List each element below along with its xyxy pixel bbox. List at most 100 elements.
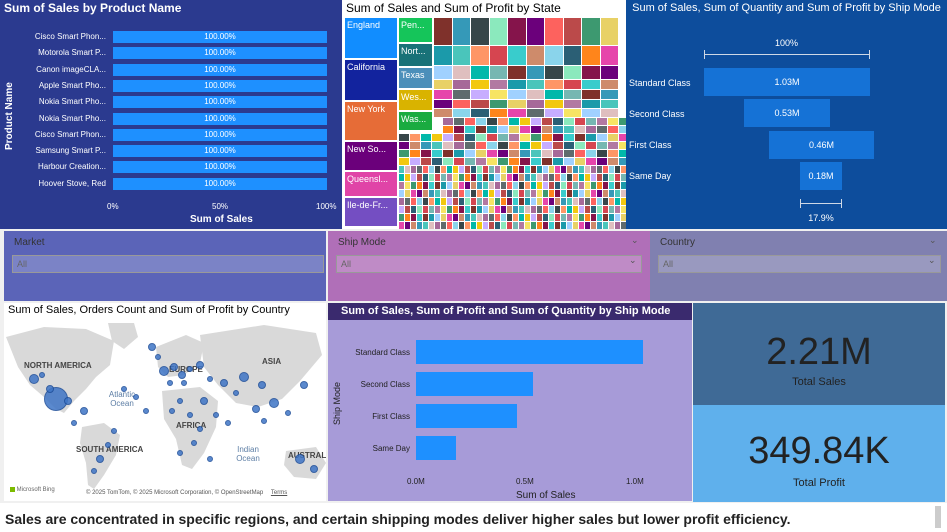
treemap-tile[interactable] (555, 214, 560, 221)
treemap-tile[interactable] (421, 134, 431, 141)
treemap-tile[interactable] (555, 206, 560, 213)
map-bubble[interactable] (29, 374, 39, 384)
treemap-tile[interactable] (579, 222, 584, 229)
product-bar[interactable] (113, 96, 327, 109)
treemap-tile[interactable] (531, 222, 536, 229)
treemap-tile-wes[interactable]: Wes... (399, 90, 432, 110)
treemap-tile[interactable] (429, 174, 434, 181)
treemap-tile[interactable] (411, 222, 416, 229)
total-profit-card[interactable]: 349.84K Total Profit (693, 405, 945, 502)
treemap-tile[interactable] (526, 46, 544, 65)
map-bubble[interactable] (187, 366, 193, 372)
treemap-tile[interactable] (585, 198, 590, 205)
treemap-tile[interactable] (459, 206, 464, 213)
map-bubble[interactable] (105, 442, 111, 448)
treemap-tile[interactable] (471, 174, 476, 181)
map-bubble[interactable] (207, 376, 213, 382)
ship-mode-bar-chart[interactable]: Sum of Sales, Sum of Profit and Sum of Q… (328, 303, 692, 501)
treemap-tile[interactable] (603, 166, 608, 173)
treemap-tile[interactable] (471, 80, 489, 89)
total-sales-card[interactable]: 2.21M Total Sales (693, 303, 945, 405)
treemap-tile-queensland[interactable]: Queensl... (345, 172, 397, 196)
map-bubble[interactable] (269, 398, 279, 408)
treemap-tile[interactable] (575, 150, 585, 157)
treemap-tile[interactable] (563, 18, 581, 45)
treemap-tile[interactable] (498, 126, 508, 133)
treemap-tile[interactable] (421, 142, 431, 149)
treemap-tile[interactable] (483, 198, 488, 205)
treemap-tile[interactable] (567, 214, 572, 221)
treemap-tile[interactable] (545, 80, 563, 89)
treemap-tile[interactable] (537, 190, 542, 197)
treemap-tile[interactable] (405, 206, 410, 213)
treemap-tile[interactable] (575, 142, 585, 149)
treemap-tile[interactable] (561, 214, 566, 221)
product-bar-row[interactable]: Cisco Smart Phon... 100.00% (0, 31, 342, 43)
treemap-tile[interactable] (453, 190, 458, 197)
treemap-tile[interactable] (520, 150, 530, 157)
treemap-tile[interactable] (507, 166, 512, 173)
treemap-tile[interactable] (447, 190, 452, 197)
treemap-tile[interactable] (471, 66, 489, 79)
treemap-tile[interactable] (561, 198, 566, 205)
treemap-tile[interactable] (507, 198, 512, 205)
treemap-tile[interactable] (501, 182, 506, 189)
treemap-tile[interactable] (405, 214, 410, 221)
treemap-tile[interactable] (507, 222, 512, 229)
treemap-tile[interactable] (519, 182, 524, 189)
treemap-tile[interactable] (432, 134, 442, 141)
map-bubble[interactable] (258, 381, 266, 389)
treemap-tile[interactable] (477, 166, 482, 173)
treemap-tile[interactable] (410, 158, 420, 165)
treemap-tile[interactable] (476, 126, 486, 133)
treemap-tile[interactable] (597, 222, 602, 229)
treemap-tile[interactable] (531, 118, 541, 125)
map-bubble[interactable] (64, 397, 72, 405)
ship-mode-bar[interactable] (416, 340, 643, 364)
treemap-tile[interactable] (564, 126, 574, 133)
treemap-tile[interactable] (597, 206, 602, 213)
treemap-tile[interactable] (621, 166, 626, 173)
treemap-tile[interactable] (573, 222, 578, 229)
ship-mode-bar[interactable] (416, 372, 533, 396)
treemap-tile[interactable] (399, 182, 404, 189)
treemap-tile[interactable] (507, 174, 512, 181)
treemap-tile[interactable] (543, 174, 548, 181)
treemap-tile[interactable] (465, 182, 470, 189)
treemap-tile[interactable] (537, 214, 542, 221)
treemap-tile[interactable] (489, 222, 494, 229)
product-bar-row[interactable]: Hoover Stove, Red 100.00% (0, 177, 342, 190)
treemap-tile[interactable] (465, 150, 475, 157)
treemap-tile[interactable] (542, 158, 552, 165)
product-bar[interactable] (113, 128, 327, 141)
map-bubble[interactable] (46, 385, 54, 393)
treemap-tile[interactable] (597, 182, 602, 189)
treemap-tile[interactable] (597, 174, 602, 181)
treemap-tile[interactable] (573, 214, 578, 221)
map-bubble[interactable] (39, 372, 45, 378)
map-bubble[interactable] (71, 420, 77, 426)
treemap-tile[interactable] (564, 150, 574, 157)
map-bubble[interactable] (252, 405, 260, 413)
treemap-tile[interactable] (513, 222, 518, 229)
treemap-tile[interactable] (471, 109, 489, 117)
funnel-bar-same-day[interactable]: 0.18M (800, 162, 842, 190)
treemap-tile[interactable] (399, 158, 409, 165)
treemap-tile[interactable] (600, 90, 618, 99)
treemap-tile[interactable] (489, 174, 494, 181)
treemap-tile[interactable] (591, 166, 596, 173)
treemap-tile[interactable] (573, 182, 578, 189)
treemap-tile[interactable] (561, 182, 566, 189)
treemap-tile[interactable] (553, 126, 563, 133)
treemap-tile[interactable] (471, 100, 489, 108)
treemap-tile[interactable] (507, 182, 512, 189)
treemap-tile[interactable] (597, 150, 607, 157)
treemap-tile[interactable] (476, 142, 486, 149)
treemap-tile[interactable] (452, 80, 470, 89)
treemap-tile[interactable] (508, 66, 526, 79)
treemap-tile[interactable] (417, 206, 422, 213)
treemap-tile[interactable] (405, 198, 410, 205)
product-bar-row[interactable]: Samsung Smart P... 100.00% (0, 145, 342, 158)
product-bar[interactable] (113, 145, 327, 158)
product-bar-row[interactable]: Nokia Smart Pho... 100.00% (0, 96, 342, 109)
